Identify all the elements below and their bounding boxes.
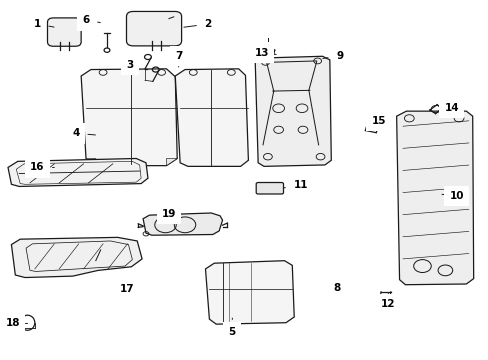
Polygon shape	[166, 158, 177, 166]
Text: 14: 14	[442, 103, 458, 113]
Polygon shape	[175, 69, 248, 166]
FancyBboxPatch shape	[256, 183, 283, 194]
Text: 1: 1	[34, 19, 54, 29]
Polygon shape	[255, 56, 330, 166]
Text: 17: 17	[120, 284, 135, 294]
Text: 9: 9	[322, 51, 343, 61]
Text: 3: 3	[126, 60, 135, 71]
Text: 6: 6	[82, 15, 100, 26]
Text: 4: 4	[72, 129, 95, 138]
Text: 13: 13	[254, 48, 276, 58]
Text: 10: 10	[441, 191, 463, 201]
Text: 12: 12	[380, 293, 395, 309]
Polygon shape	[8, 158, 148, 186]
Text: 15: 15	[370, 116, 385, 126]
Polygon shape	[143, 213, 222, 235]
Text: 8: 8	[333, 281, 340, 293]
Text: 11: 11	[283, 180, 307, 190]
Polygon shape	[81, 69, 177, 166]
Polygon shape	[396, 111, 473, 285]
Text: 16: 16	[30, 162, 54, 172]
Text: 18: 18	[6, 319, 27, 328]
FancyBboxPatch shape	[47, 18, 81, 46]
Polygon shape	[205, 261, 294, 324]
FancyBboxPatch shape	[126, 12, 181, 46]
Polygon shape	[11, 237, 142, 278]
Text: 5: 5	[228, 318, 235, 337]
Text: 2: 2	[183, 19, 211, 29]
Polygon shape	[86, 158, 96, 166]
Text: 7: 7	[175, 51, 182, 67]
Text: 19: 19	[162, 209, 176, 220]
